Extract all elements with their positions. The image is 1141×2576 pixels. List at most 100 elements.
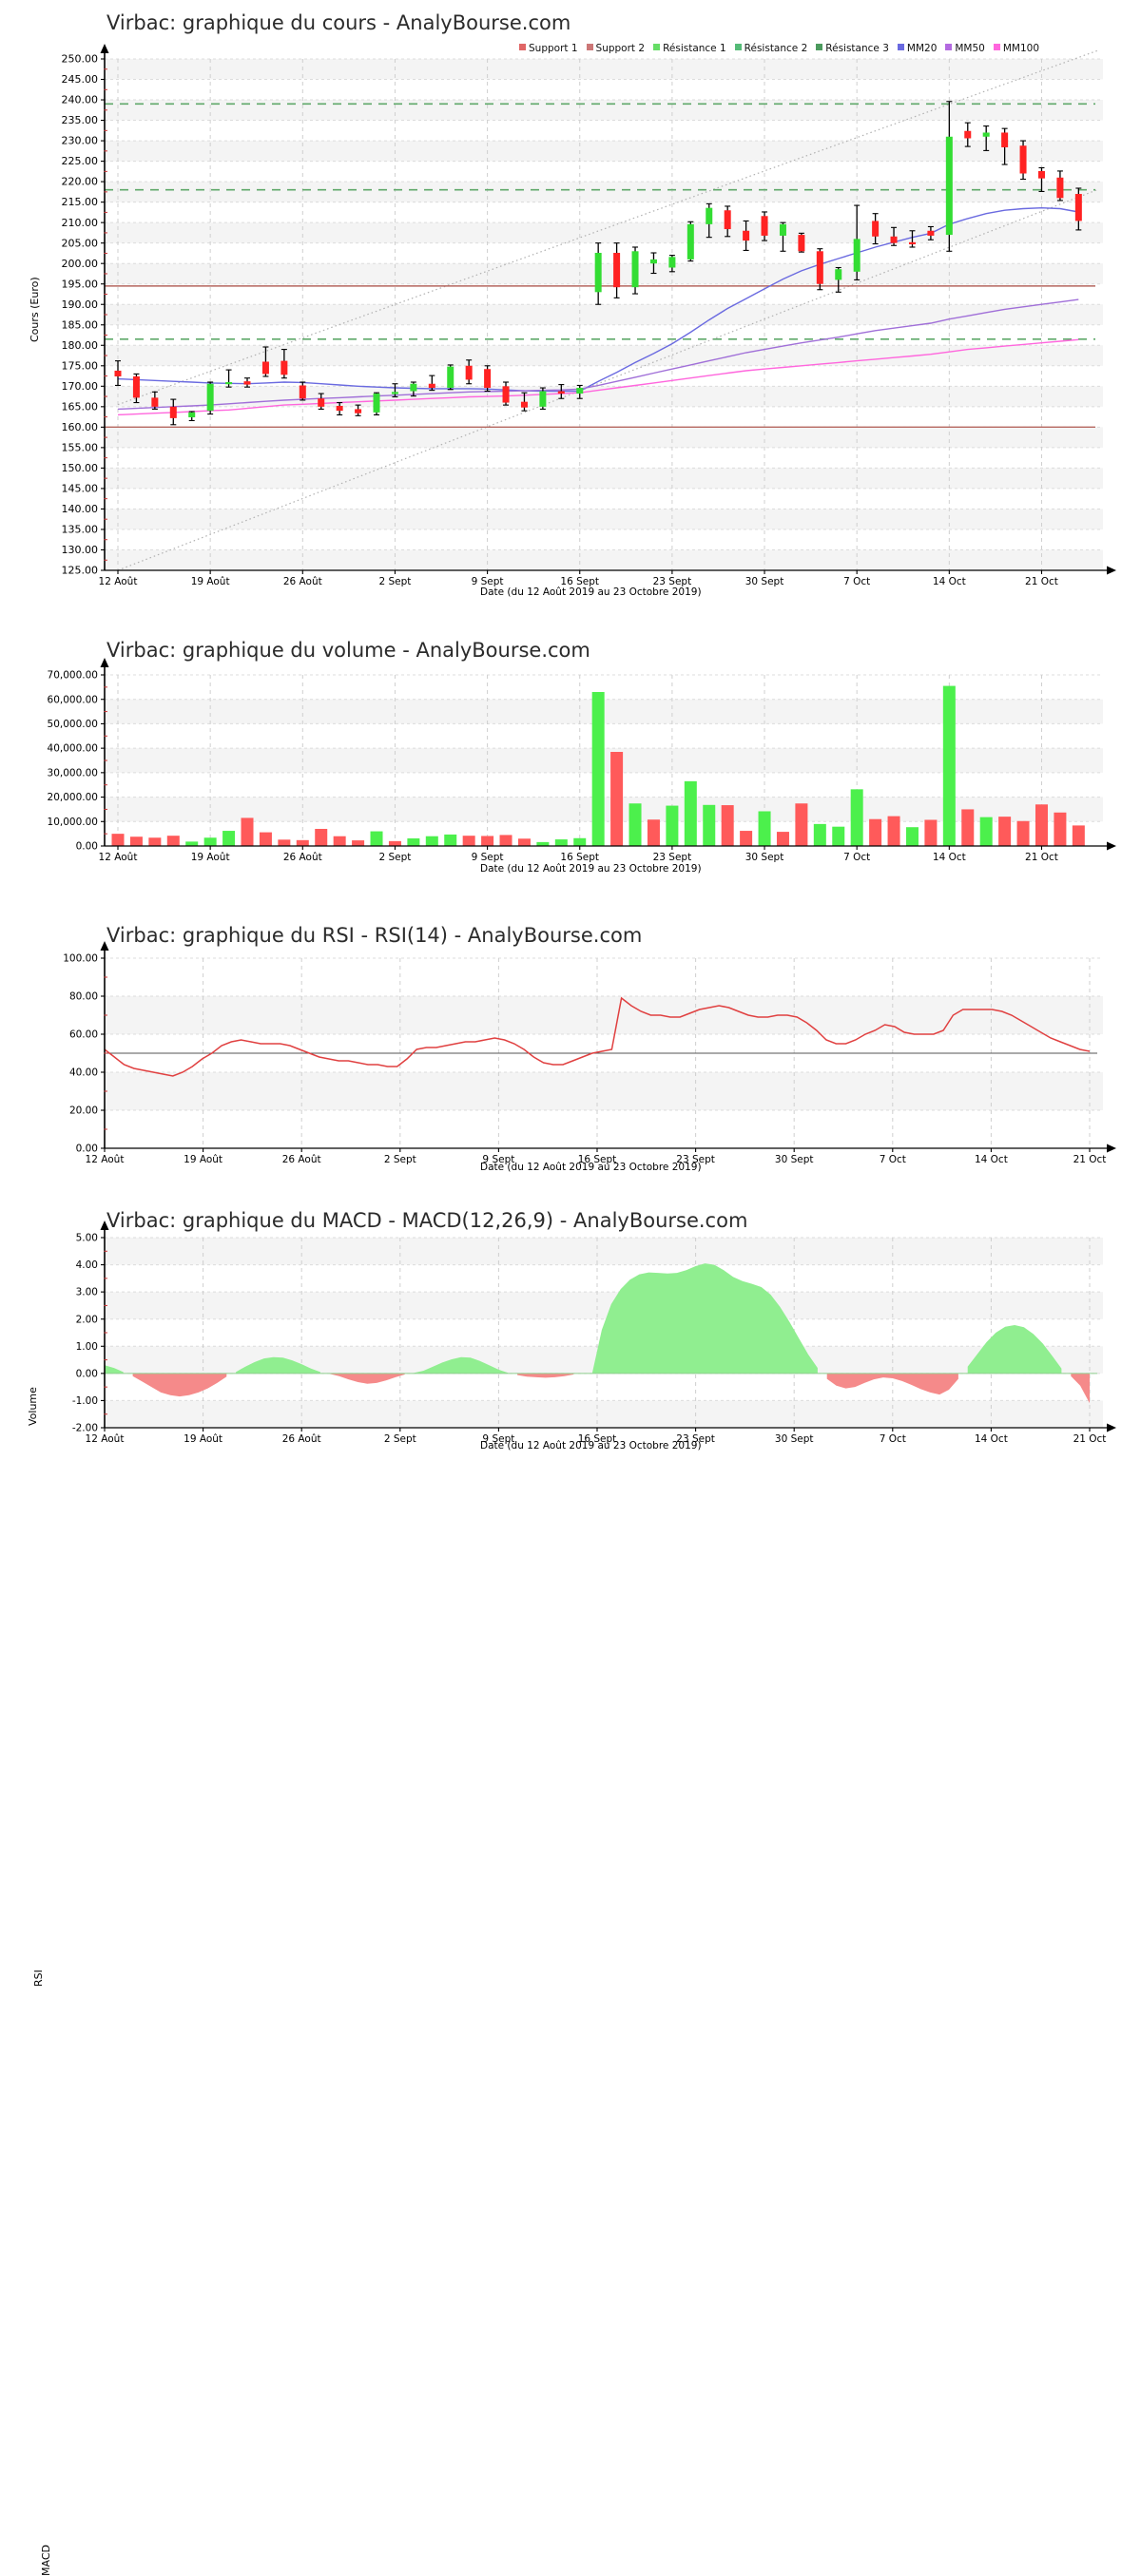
svg-text:20,000.00: 20,000.00	[48, 792, 98, 803]
svg-text:-2.00: -2.00	[72, 1423, 98, 1434]
legend-swatch-icon	[586, 44, 593, 50]
svg-text:2 Sept: 2 Sept	[384, 1154, 416, 1165]
svg-text:2 Sept: 2 Sept	[378, 852, 411, 863]
svg-text:30 Sept: 30 Sept	[745, 852, 784, 863]
svg-text:135.00: 135.00	[62, 524, 99, 536]
macd-negative-area	[826, 1373, 958, 1395]
svg-text:12 Août: 12 Août	[99, 852, 138, 863]
macd-positive-area	[592, 1263, 818, 1374]
svg-text:60,000.00: 60,000.00	[48, 694, 98, 705]
rsi-chart-panel: Virbac: graphique du RSI - RSI(14) - Ana…	[0, 913, 1141, 1987]
rsi-chart-title: Virbac: graphique du RSI - RSI(14) - Ana…	[106, 924, 643, 947]
svg-text:9 Sept: 9 Sept	[482, 1154, 514, 1165]
volume-bar	[610, 752, 624, 846]
volume-bar	[758, 811, 771, 846]
svg-text:4.00: 4.00	[76, 1259, 98, 1271]
svg-text:1.00: 1.00	[76, 1341, 98, 1353]
svg-text:14 Oct: 14 Oct	[975, 1154, 1008, 1165]
volume-bar	[961, 809, 975, 846]
svg-text:170.00: 170.00	[62, 380, 99, 393]
volume-bar	[259, 832, 272, 846]
legend-label: Support 1	[529, 43, 578, 54]
legend-item-4: Résistance 3	[816, 43, 889, 54]
svg-text:16 Sept: 16 Sept	[560, 576, 599, 587]
svg-text:160.00: 160.00	[62, 421, 99, 433]
volume-bar	[887, 816, 900, 846]
rsi-y-axis-title: RSI	[32, 1970, 45, 1987]
svg-text:200.00: 200.00	[62, 258, 99, 270]
svg-text:16 Sept: 16 Sept	[578, 1433, 617, 1445]
macd-positive-area	[967, 1325, 1062, 1374]
volume-bar	[203, 837, 217, 846]
volume-bar	[666, 805, 679, 846]
svg-text:80.00: 80.00	[69, 991, 98, 1003]
volume-bar	[315, 829, 328, 846]
svg-text:20.00: 20.00	[69, 1105, 98, 1117]
svg-text:21 Oct: 21 Oct	[1073, 1433, 1107, 1445]
svg-text:23 Sept: 23 Sept	[653, 852, 692, 863]
volume-bar	[776, 832, 789, 846]
svg-text:19 Août: 19 Août	[184, 1433, 222, 1445]
volume-bar	[278, 839, 291, 846]
svg-text:50,000.00: 50,000.00	[48, 719, 98, 730]
volume-bar	[998, 817, 1012, 846]
svg-text:180.00: 180.00	[62, 339, 99, 352]
svg-text:7 Oct: 7 Oct	[880, 1433, 906, 1445]
volume-bar	[850, 789, 863, 846]
macd-chart-panel: Virbac: graphique du MACD - MACD(12,26,9…	[0, 1198, 1141, 2576]
rsi-x-axis-title: Date (du 12 Août 2019 au 23 Octobre 2019…	[480, 1162, 702, 1173]
svg-text:40,000.00: 40,000.00	[48, 743, 98, 755]
volume-bar	[1054, 812, 1067, 846]
volume-bar	[370, 831, 383, 846]
svg-text:7 Oct: 7 Oct	[880, 1154, 906, 1165]
price-chart-panel: Virbac: graphique du cours - AnalyBourse…	[0, 0, 1141, 627]
macd-chart-title: Virbac: graphique du MACD - MACD(12,26,9…	[106, 1209, 748, 1232]
volume-bar	[185, 841, 199, 846]
svg-text:26 Août: 26 Août	[282, 1433, 321, 1445]
svg-text:40.00: 40.00	[69, 1067, 98, 1079]
svg-text:210.00: 210.00	[62, 217, 99, 229]
legend-label: Résistance 3	[825, 43, 889, 54]
svg-text:220.00: 220.00	[62, 176, 99, 188]
legend-swatch-icon	[945, 44, 953, 50]
volume-bar	[573, 837, 587, 846]
svg-text:-1.00: -1.00	[72, 1395, 98, 1407]
svg-text:30 Sept: 30 Sept	[775, 1154, 814, 1165]
volume-bar	[241, 817, 254, 846]
legend-item-5: MM20	[897, 43, 937, 54]
svg-text:240.00: 240.00	[62, 94, 99, 106]
volume-bar	[481, 836, 494, 846]
legend-label: Résistance 2	[744, 43, 808, 54]
svg-text:30 Sept: 30 Sept	[775, 1433, 814, 1445]
volume-bar	[703, 804, 716, 846]
volume-bar	[166, 836, 180, 846]
svg-text:2 Sept: 2 Sept	[378, 576, 411, 587]
price-x-axis-title: Date (du 12 Août 2019 au 23 Octobre 2019…	[480, 586, 702, 598]
svg-text:215.00: 215.00	[62, 196, 99, 208]
macd-positive-area	[236, 1356, 320, 1374]
svg-text:235.00: 235.00	[62, 114, 99, 126]
svg-text:0.00: 0.00	[76, 841, 98, 853]
svg-text:125.00: 125.00	[62, 565, 99, 577]
legend-label: MM50	[955, 43, 985, 54]
legend-label: Support 2	[595, 43, 646, 54]
svg-text:16 Sept: 16 Sept	[578, 1154, 617, 1165]
volume-bar	[499, 835, 512, 846]
svg-text:26 Août: 26 Août	[283, 852, 322, 863]
svg-text:70,000.00: 70,000.00	[48, 670, 98, 682]
svg-text:195.00: 195.00	[62, 278, 99, 290]
volume-bar	[352, 840, 365, 846]
svg-text:155.00: 155.00	[62, 441, 99, 453]
legend-item-2: Résistance 1	[653, 43, 726, 54]
svg-text:14 Oct: 14 Oct	[933, 576, 966, 587]
svg-text:14 Oct: 14 Oct	[975, 1433, 1008, 1445]
volume-bar	[444, 834, 457, 846]
volume-chart-title: Virbac: graphique du volume - AnalyBours…	[106, 639, 590, 662]
svg-text:205.00: 205.00	[62, 237, 99, 249]
volume-bar	[333, 836, 346, 846]
legend-item-6: MM50	[945, 43, 985, 54]
legend-item-3: Résistance 2	[734, 43, 808, 54]
macd-negative-area	[517, 1373, 574, 1378]
svg-text:130.00: 130.00	[62, 544, 99, 556]
svg-text:245.00: 245.00	[62, 73, 99, 86]
